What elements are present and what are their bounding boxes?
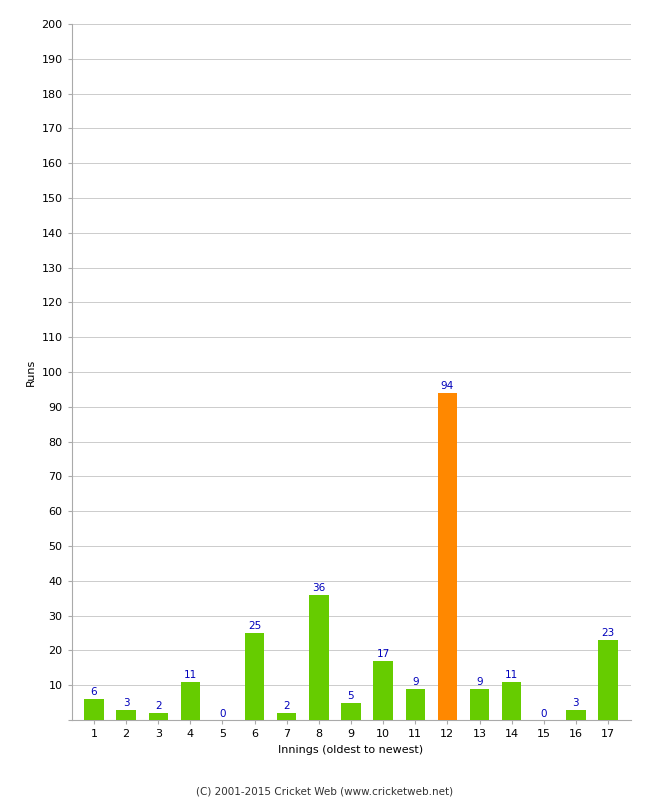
Text: 9: 9	[412, 677, 419, 687]
Text: 23: 23	[601, 628, 615, 638]
Bar	[502, 682, 521, 720]
Text: 36: 36	[312, 583, 326, 593]
Bar	[599, 640, 617, 720]
Text: 6: 6	[91, 687, 98, 698]
Text: 17: 17	[376, 649, 390, 659]
Text: 0: 0	[219, 709, 226, 718]
Text: 11: 11	[184, 670, 197, 680]
Bar	[116, 710, 136, 720]
Text: 2: 2	[283, 702, 290, 711]
Bar	[149, 713, 168, 720]
Bar	[245, 633, 265, 720]
Bar	[277, 713, 296, 720]
Bar	[437, 393, 457, 720]
Bar	[406, 689, 425, 720]
Y-axis label: Runs: Runs	[26, 358, 36, 386]
Text: (C) 2001-2015 Cricket Web (www.cricketweb.net): (C) 2001-2015 Cricket Web (www.cricketwe…	[196, 786, 454, 796]
Text: 94: 94	[441, 381, 454, 391]
Bar	[470, 689, 489, 720]
Text: 9: 9	[476, 677, 483, 687]
Text: 5: 5	[348, 691, 354, 701]
Text: 2: 2	[155, 702, 162, 711]
Bar	[374, 661, 393, 720]
Bar	[181, 682, 200, 720]
Text: 3: 3	[123, 698, 129, 708]
Bar	[309, 594, 328, 720]
Text: 3: 3	[573, 698, 579, 708]
Text: 0: 0	[541, 709, 547, 718]
Text: 25: 25	[248, 622, 261, 631]
Bar	[84, 699, 103, 720]
Bar	[566, 710, 586, 720]
Text: 11: 11	[505, 670, 518, 680]
X-axis label: Innings (oldest to newest): Innings (oldest to newest)	[278, 745, 424, 754]
Bar	[341, 702, 361, 720]
